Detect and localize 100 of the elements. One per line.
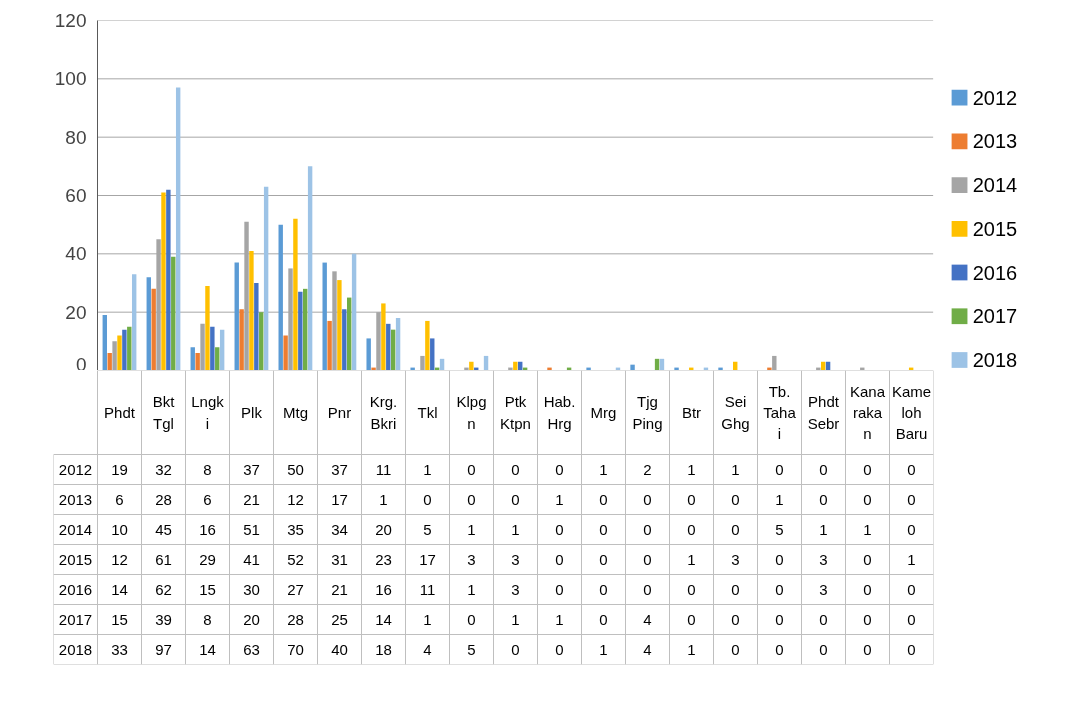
bar	[654, 358, 660, 370]
bar	[278, 224, 283, 370]
data-label: 3	[819, 580, 828, 598]
bar	[122, 329, 127, 370]
data-label: 0	[555, 580, 564, 598]
legend-label: 2016	[972, 261, 1018, 284]
data-label: 0	[731, 520, 740, 538]
data-label: 0	[599, 610, 608, 628]
bar	[469, 361, 474, 370]
data-label: 0	[555, 550, 564, 568]
x-tick-label: Kanarakan	[849, 382, 886, 443]
data-label: 0	[907, 580, 916, 598]
data-label: 1	[731, 460, 740, 478]
bar	[586, 367, 591, 370]
y-tick-label: 0	[75, 353, 87, 375]
data-label: 50	[287, 460, 304, 478]
bar	[630, 364, 635, 370]
data-label: 0	[555, 460, 564, 478]
data-label: 0	[467, 460, 476, 478]
data-label: 21	[243, 490, 260, 508]
bar	[102, 315, 107, 370]
text: 2013	[58, 490, 93, 508]
bar	[239, 309, 244, 370]
data-label: 0	[687, 580, 696, 598]
data-label: 23	[375, 550, 392, 568]
bar	[547, 367, 552, 370]
x-tick-label: Pnr	[327, 404, 352, 421]
data-label: 1	[687, 460, 696, 478]
data-label: 0	[775, 640, 784, 658]
x-tick-label: Bkt Tgl	[152, 393, 176, 432]
data-label: 0	[819, 640, 828, 658]
data-label: 21	[331, 580, 348, 598]
data-label: 19	[111, 460, 128, 478]
bar	[483, 355, 489, 370]
data-label: 0	[687, 490, 696, 508]
data-label: 0	[643, 490, 652, 508]
data-label: 0	[599, 580, 608, 598]
data-label: 0	[555, 640, 564, 658]
data-label: 52	[287, 550, 304, 568]
data-label: 61	[155, 550, 172, 568]
data-label: 39	[155, 610, 172, 628]
x-tick-label: Ptk Ktpn	[500, 393, 531, 432]
bar	[351, 253, 357, 370]
data-label: 0	[907, 610, 916, 628]
data-label: 0	[731, 610, 740, 628]
data-label: 6	[115, 490, 124, 508]
data-label: 0	[863, 460, 872, 478]
data-label: 0	[819, 610, 828, 628]
bar	[205, 285, 210, 370]
bar	[151, 288, 156, 370]
bar	[303, 288, 308, 370]
data-label: 4	[643, 610, 652, 628]
data-label: 0	[511, 460, 520, 478]
data-label: 1	[467, 580, 476, 598]
y-tick-label: 80	[65, 126, 87, 148]
data-label: 0	[467, 610, 476, 628]
bar	[390, 329, 396, 370]
data-label: 1	[687, 550, 696, 568]
data-label: 70	[287, 640, 304, 658]
data-label: 1	[467, 520, 476, 538]
data-label: 0	[643, 520, 652, 538]
bar	[381, 303, 386, 370]
data-label: 3	[819, 550, 828, 568]
data-label: 0	[775, 610, 784, 628]
bar	[659, 358, 665, 370]
data-label: 0	[863, 610, 872, 628]
data-label: 32	[155, 460, 172, 478]
text: 2016	[58, 580, 93, 598]
x-tick-label: Tjg Ping	[632, 393, 663, 432]
data-label: 0	[775, 460, 784, 478]
y-tick-label: 20	[65, 301, 87, 323]
data-label: 0	[775, 580, 784, 598]
data-label: 1	[379, 490, 388, 508]
x-tick-label: Klpgn	[456, 393, 487, 432]
bar	[195, 353, 200, 370]
x-tick-label: Tkl	[417, 404, 438, 421]
x-tick-label: Plk	[241, 404, 263, 421]
data-label: 27	[287, 580, 304, 598]
bar	[420, 355, 425, 370]
bar	[146, 277, 151, 370]
data-label: 4	[643, 640, 652, 658]
data-label: 0	[731, 490, 740, 508]
data-label: 14	[375, 610, 392, 628]
data-label: 1	[555, 610, 564, 628]
bar	[117, 335, 122, 370]
legend-label: 2017	[972, 305, 1018, 328]
data-label: 62	[155, 580, 172, 598]
legend-label: 2013	[972, 130, 1018, 153]
bar	[215, 347, 220, 370]
text: 2014	[58, 520, 93, 538]
bar	[337, 280, 342, 370]
x-tick-label: Hab. Hrg	[543, 393, 576, 432]
bar	[322, 262, 327, 370]
data-label: 1	[819, 520, 828, 538]
data-label: 0	[907, 460, 916, 478]
x-tick-label: Btr	[681, 404, 702, 421]
data-label: 0	[423, 490, 432, 508]
data-label: 29	[199, 550, 216, 568]
x-tick-label: Phdt Sebr	[807, 393, 840, 432]
bar	[161, 192, 166, 370]
